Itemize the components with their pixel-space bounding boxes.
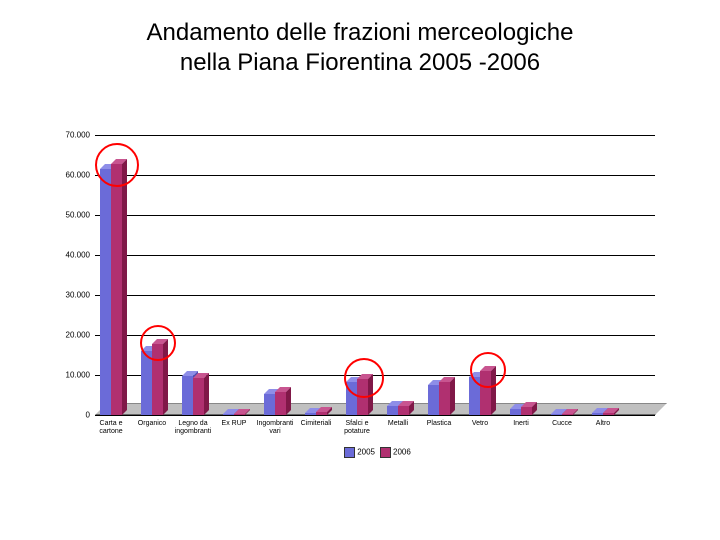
bar [603, 413, 614, 415]
bar [316, 412, 327, 415]
gridline [95, 335, 655, 336]
bar [428, 385, 439, 415]
bar [111, 164, 122, 415]
gridline [95, 295, 655, 296]
gridline [95, 175, 655, 176]
gridline [95, 415, 655, 416]
y-tick-label: 60.000 [50, 171, 90, 180]
title-line1: Andamento delle frazioni merceologiche [147, 19, 574, 46]
y-tick-label: 50.000 [50, 211, 90, 220]
bar-chart: 010.00020.00030.00040.00050.00060.00070.… [95, 135, 655, 465]
legend-swatch [380, 447, 391, 458]
bar [387, 406, 398, 415]
x-tick-label: Altro [579, 420, 627, 428]
page-title: Andamento delle frazioni merceologiche n… [0, 18, 720, 78]
y-tick-label: 20.000 [50, 331, 90, 340]
highlight-circle [140, 325, 176, 361]
bar [193, 378, 204, 415]
y-tick-label: 0 [50, 411, 90, 420]
y-tick-label: 30.000 [50, 291, 90, 300]
bar [398, 406, 409, 415]
title-line2: nella Piana Fiorentina 2005 -2006 [180, 49, 540, 76]
plot-area [95, 135, 655, 415]
bar [275, 392, 286, 415]
gridline [95, 255, 655, 256]
bar [439, 382, 450, 415]
bar [264, 394, 275, 415]
y-tick-label: 10.000 [50, 371, 90, 380]
chart-floor [95, 403, 667, 415]
bar [141, 351, 152, 415]
bar [182, 376, 193, 415]
y-tick-label: 40.000 [50, 251, 90, 260]
highlight-circle [344, 358, 384, 398]
bar [592, 413, 603, 415]
y-axis: 010.00020.00030.00040.00050.00060.00070.… [50, 135, 90, 465]
legend-swatch [344, 447, 355, 458]
gridline [95, 215, 655, 216]
bar [510, 409, 521, 415]
legend-label: 2006 [393, 448, 411, 457]
highlight-circle [95, 143, 139, 187]
bar [521, 407, 532, 415]
gridline [95, 135, 655, 136]
bar [234, 414, 245, 415]
bar [562, 414, 573, 415]
bar [100, 169, 111, 415]
y-tick-label: 70.000 [50, 131, 90, 140]
bar [305, 413, 316, 415]
legend-label: 2005 [357, 448, 375, 457]
highlight-circle [470, 352, 506, 388]
legend: 2005 2006 [95, 447, 655, 458]
